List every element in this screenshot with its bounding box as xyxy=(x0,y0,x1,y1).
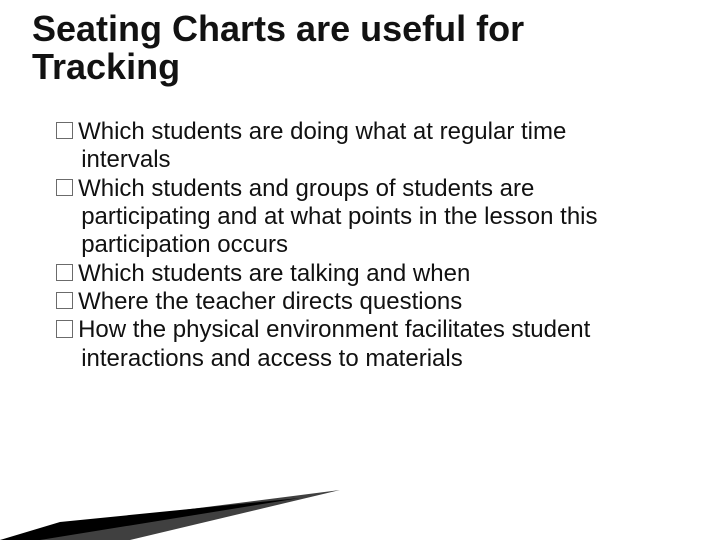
checkbox-icon xyxy=(56,179,73,196)
list-item: Which students are doing what at regular… xyxy=(56,118,656,175)
list-item-text: How the physical environment facilitates… xyxy=(78,316,590,371)
accent-shape xyxy=(0,460,360,540)
list-item: Where the teacher directs questions xyxy=(56,288,656,316)
list-item: Which students are talking and when xyxy=(56,260,656,288)
accent-polygon-front xyxy=(0,498,300,540)
list-item: Which students and groups of students ar… xyxy=(56,175,656,260)
list-item-text: Which students are talking and when xyxy=(78,260,470,287)
slide-body: Which students are doing what at regular… xyxy=(56,118,656,373)
checkbox-icon xyxy=(56,292,73,309)
checkbox-icon xyxy=(56,264,73,281)
list-item-text: Which students and groups of students ar… xyxy=(78,175,597,259)
slide-title: Seating Charts are useful for Tracking xyxy=(32,10,672,86)
slide: Seating Charts are useful for Tracking W… xyxy=(0,0,720,540)
checkbox-icon xyxy=(56,122,73,139)
list-item: How the physical environment facilitates… xyxy=(56,316,656,373)
list-item-text: Where the teacher directs questions xyxy=(78,288,462,315)
list-item-text: Which students are doing what at regular… xyxy=(78,118,566,173)
accent-polygon-back xyxy=(0,490,340,540)
checkbox-icon xyxy=(56,320,73,337)
